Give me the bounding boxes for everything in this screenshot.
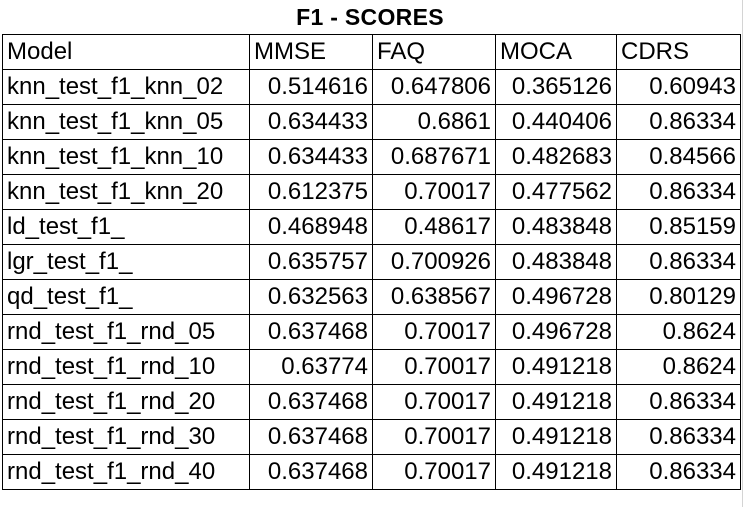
cell-mmse[interactable]: 0.63774 [249,349,373,385]
header-cell-moca[interactable]: MOCA [495,34,617,70]
cell-moca[interactable]: 0.496728 [495,314,617,350]
cell-moca[interactable]: 0.491218 [495,419,617,455]
cell-cdrs[interactable]: 0.86334 [616,244,741,280]
table-row: knn_test_f1_knn_10 0.634433 0.687671 0.4826… [2,139,741,175]
cell-cdrs[interactable]: 0.84566 [616,139,741,175]
cell-cdrs[interactable]: 0.86334 [616,174,741,210]
cell-moca[interactable]: 0.496728 [495,279,617,315]
table-row: rnd_test_f1_rnd_20 0.637468 0.70017 0.49121… [2,384,741,420]
cell-model[interactable]: rnd_test_f1_rnd_10 [2,349,250,385]
cell-faq[interactable]: 0.700926 [372,244,496,280]
cell-mmse[interactable]: 0.514616 [249,69,373,105]
cell-model[interactable]: knn_test_f1_knn_10 [2,139,250,175]
header-cell-faq[interactable]: FAQ [372,34,496,70]
cell-model[interactable]: knn_test_f1_knn_02 [2,69,250,105]
cell-model[interactable]: rnd_test_f1_rnd_20 [2,384,250,420]
table-row: knn_test_f1_knn_20 0.612375 0.70017 0.47756… [2,174,741,210]
cell-moca[interactable]: 0.365126 [495,69,617,105]
cell-faq[interactable]: 0.48617 [372,209,496,245]
table-row: lgr_test_f1_ 0.635757 0.700926 0.483848 0.86… [2,244,741,280]
cell-mmse[interactable]: 0.637468 [249,314,373,350]
cell-faq[interactable]: 0.647806 [372,69,496,105]
cell-model[interactable]: lgr_test_f1_ [2,244,250,280]
cell-cdrs[interactable]: 0.86334 [616,104,741,140]
cell-faq[interactable]: 0.70017 [372,349,496,385]
cell-mmse[interactable]: 0.637468 [249,419,373,455]
cell-faq[interactable]: 0.687671 [372,139,496,175]
cell-model[interactable]: ld_test_f1_ [2,209,250,245]
cell-faq[interactable]: 0.70017 [372,384,496,420]
cell-faq[interactable]: 0.638567 [372,279,496,315]
table-row: rnd_test_f1_rnd_40 0.637468 0.70017 0.49121… [2,454,741,490]
header-cell-mmse[interactable]: MMSE [249,34,373,70]
table-title[interactable]: F1 - SCORES [296,3,444,30]
cell-mmse[interactable]: 0.468948 [249,209,373,245]
cell-moca[interactable]: 0.483848 [495,209,617,245]
cell-mmse[interactable]: 0.612375 [249,174,373,210]
table-row: rnd_test_f1_rnd_10 0.63774 0.70017 0.491218… [2,349,741,385]
cell-faq[interactable]: 0.70017 [372,314,496,350]
cell-moca[interactable]: 0.477562 [495,174,617,210]
table-row: rnd_test_f1_rnd_30 0.637468 0.70017 0.49121… [2,419,741,455]
table-row: rnd_test_f1_rnd_05 0.637468 0.70017 0.49672… [2,314,741,350]
cell-moca[interactable]: 0.482683 [495,139,617,175]
cell-mmse[interactable]: 0.634433 [249,104,373,140]
table-row: qd_test_f1_ 0.632563 0.638567 0.496728 0.801… [2,279,741,315]
header-cell-cdrs[interactable]: CDRS [616,34,741,70]
cell-mmse[interactable]: 0.632563 [249,279,373,315]
cell-faq[interactable]: 0.6861 [372,104,496,140]
header-cell-model[interactable]: Model [2,34,250,70]
cell-moca[interactable]: 0.483848 [495,244,617,280]
cell-moca[interactable]: 0.491218 [495,454,617,490]
cell-cdrs[interactable]: 0.85159 [616,209,741,245]
cell-mmse[interactable]: 0.635757 [249,244,373,280]
cell-cdrs[interactable]: 0.80129 [616,279,741,315]
cell-cdrs[interactable]: 0.8624 [616,349,741,385]
cell-model[interactable]: rnd_test_f1_rnd_40 [2,454,250,490]
cell-model[interactable]: knn_test_f1_knn_20 [2,174,250,210]
cell-mmse[interactable]: 0.634433 [249,139,373,175]
cell-faq[interactable]: 0.70017 [372,454,496,490]
cell-mmse[interactable]: 0.637468 [249,384,373,420]
cell-moca[interactable]: 0.491218 [495,349,617,385]
table-row: knn_test_f1_knn_05 0.634433 0.6861 0.440406… [2,104,741,140]
cell-faq[interactable]: 0.70017 [372,419,496,455]
cell-cdrs[interactable]: 0.86334 [616,419,741,455]
table-row: ld_test_f1_ 0.468948 0.48617 0.483848 0.8515… [2,209,741,245]
sheet-gridline [742,0,743,507]
cell-cdrs[interactable]: 0.60943 [616,69,741,105]
header-row: Model MMSE FAQ MOCA CDRS [2,34,741,70]
cell-cdrs[interactable]: 0.86334 [616,454,741,490]
cell-cdrs[interactable]: 0.86334 [616,384,741,420]
cell-moca[interactable]: 0.491218 [495,384,617,420]
cell-model[interactable]: qd_test_f1_ [2,279,250,315]
cell-moca[interactable]: 0.440406 [495,104,617,140]
cell-cdrs[interactable]: 0.8624 [616,314,741,350]
cell-faq[interactable]: 0.70017 [372,174,496,210]
cell-model[interactable]: knn_test_f1_knn_05 [2,104,250,140]
scores-table: Model MMSE FAQ MOCA CDRS knn_test_f1_knn… [2,34,741,490]
table-row: knn_test_f1_knn_02 0.514616 0.647806 0.3651… [2,69,741,105]
cell-model[interactable]: rnd_test_f1_rnd_05 [2,314,250,350]
cell-mmse[interactable]: 0.637468 [249,454,373,490]
cell-model[interactable]: rnd_test_f1_rnd_30 [2,419,250,455]
